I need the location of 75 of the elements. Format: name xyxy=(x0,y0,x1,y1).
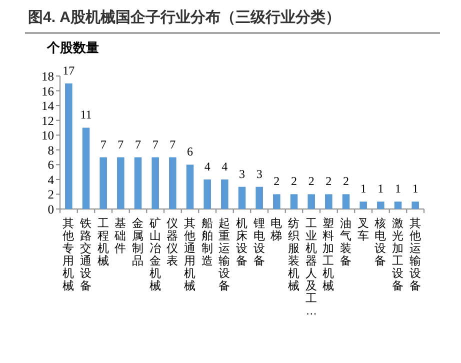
x-tick-label: 其他专用机械 xyxy=(62,217,75,292)
bar xyxy=(273,194,280,209)
bar xyxy=(394,202,402,209)
chart-title: 图4. A股机械国企子行业分布（三级行业分类） xyxy=(28,9,341,26)
data-label: 3 xyxy=(256,166,262,181)
y-tick-label: 6 xyxy=(48,158,54,172)
data-label: 17 xyxy=(62,63,75,78)
y-tick-label: 4 xyxy=(48,172,55,187)
x-tick-label: 工业机器人及工… xyxy=(305,217,318,318)
x-tick-label: 激光加工设备 xyxy=(392,217,404,292)
data-label: 1 xyxy=(395,182,401,196)
x-tick-label: 核电设备 xyxy=(374,217,387,268)
y-tick-label: 14 xyxy=(42,99,55,114)
x-tick-label: 基础件 xyxy=(114,217,127,255)
x-tick-label: 油气装备 xyxy=(340,217,352,268)
data-label: 6 xyxy=(187,144,193,159)
x-tick-label: 叉车 xyxy=(357,217,370,242)
data-label: 4 xyxy=(222,159,228,174)
bar xyxy=(325,194,332,209)
data-label: 2 xyxy=(274,174,280,188)
data-label: 11 xyxy=(80,108,92,122)
bar xyxy=(100,157,107,209)
x-tick-label: 起重运输设备 xyxy=(218,217,231,292)
x-tick-label: 机床设备 xyxy=(236,217,248,268)
bar xyxy=(117,157,124,209)
x-tick-label: 锂电设备 xyxy=(252,217,266,268)
data-label: 2 xyxy=(326,174,332,188)
bar xyxy=(221,179,228,209)
bar xyxy=(169,157,176,209)
data-label: 1 xyxy=(412,182,418,196)
y-tick-label: 18 xyxy=(42,70,54,84)
x-tick-label: 其他通用机械 xyxy=(184,217,196,292)
data-label: 1 xyxy=(360,182,366,196)
x-tick-label: 矿山冶金机械 xyxy=(148,216,162,292)
y-tick-label: 16 xyxy=(42,84,54,98)
bar xyxy=(134,157,142,209)
x-tick-label: 塑料加工机械 xyxy=(322,216,335,292)
data-label: 7 xyxy=(152,137,158,152)
bar xyxy=(412,202,419,209)
bar xyxy=(82,128,90,209)
x-tick-label: 船舶制造 xyxy=(201,217,214,268)
data-label: 7 xyxy=(170,137,176,152)
data-label: 3 xyxy=(239,166,245,181)
bar xyxy=(360,202,367,209)
data-label: 2 xyxy=(291,174,297,188)
bar xyxy=(238,186,246,209)
x-tick-label: 纺织服装机械 xyxy=(288,216,300,292)
data-label: 4 xyxy=(204,159,210,174)
y-axis-title: 个股数量 xyxy=(46,40,99,55)
y-tick-label: 10 xyxy=(42,128,54,143)
bar xyxy=(152,157,159,209)
bar xyxy=(204,179,211,209)
bar xyxy=(65,83,72,209)
x-tick-label: 其他运输设备 xyxy=(409,217,422,292)
y-tick-label: 2 xyxy=(48,188,54,202)
bar xyxy=(186,164,194,209)
x-tick-label: 工程机械 xyxy=(97,217,110,268)
data-label: 2 xyxy=(308,174,314,188)
data-label: 7 xyxy=(118,137,124,152)
x-tick-label: 电梯 xyxy=(270,217,283,242)
bar xyxy=(308,194,315,209)
bar xyxy=(256,186,263,209)
bar xyxy=(377,202,384,209)
data-label: 1 xyxy=(378,182,384,196)
data-label: 2 xyxy=(343,174,349,188)
y-tick-label: 8 xyxy=(48,143,54,158)
bar xyxy=(290,194,298,209)
x-tick-label: 铁路交通设备 xyxy=(79,217,92,292)
data-label: 7 xyxy=(100,137,106,152)
y-tick-label: 0 xyxy=(48,202,54,216)
x-tick-label: 金属制品 xyxy=(132,217,144,268)
bar xyxy=(342,194,350,209)
x-tick-label: 仪器仪表 xyxy=(166,217,179,268)
y-tick-label: 12 xyxy=(42,114,54,128)
data-label: 7 xyxy=(135,137,141,152)
